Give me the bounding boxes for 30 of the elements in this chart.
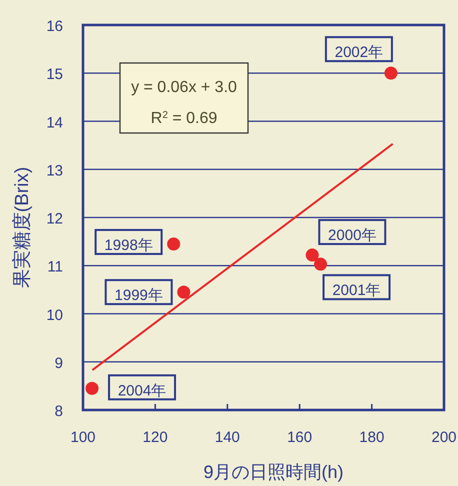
point [167, 237, 180, 250]
y-tick-label: 9 [54, 354, 63, 372]
x-tick-label: 160 [287, 429, 312, 446]
point [314, 258, 328, 271]
y-tick-label: 16 [46, 18, 63, 35]
annotation: 1999年 [114, 287, 163, 304]
point [86, 382, 99, 395]
annotation: 2002年 [334, 44, 384, 62]
x-tick-label: 120 [142, 429, 168, 446]
y-tick-label: 13 [46, 162, 63, 180]
x-tick-label: 100 [70, 429, 96, 446]
annotation: 1998年 [104, 236, 153, 254]
y-tick-label: 11 [47, 258, 63, 276]
x-tick-label: 140 [214, 429, 240, 446]
y-tick-label: 8 [54, 403, 63, 420]
x-axis-title: 9月の日照時間(h) [203, 462, 344, 482]
annotation: 2004年 [118, 382, 166, 400]
y-tick-label: 15 [46, 66, 63, 84]
point [177, 286, 190, 299]
annotation: 2000年 [328, 227, 376, 244]
y-tick-label: 12 [46, 210, 63, 228]
x-tick-label: 180 [359, 429, 384, 446]
x-tick-label: 200 [431, 429, 457, 446]
annotation: 2001年 [332, 282, 381, 300]
annotation: y = 0.06x + 3.0 R$^{2}$ = 0.69 [131, 79, 238, 127]
point [306, 248, 319, 262]
y-tick-label: 10 [46, 306, 63, 324]
point [384, 66, 398, 80]
y-tick-label: 14 [46, 114, 63, 132]
y-axis-title: 果実糖度(Brix) [11, 166, 33, 288]
